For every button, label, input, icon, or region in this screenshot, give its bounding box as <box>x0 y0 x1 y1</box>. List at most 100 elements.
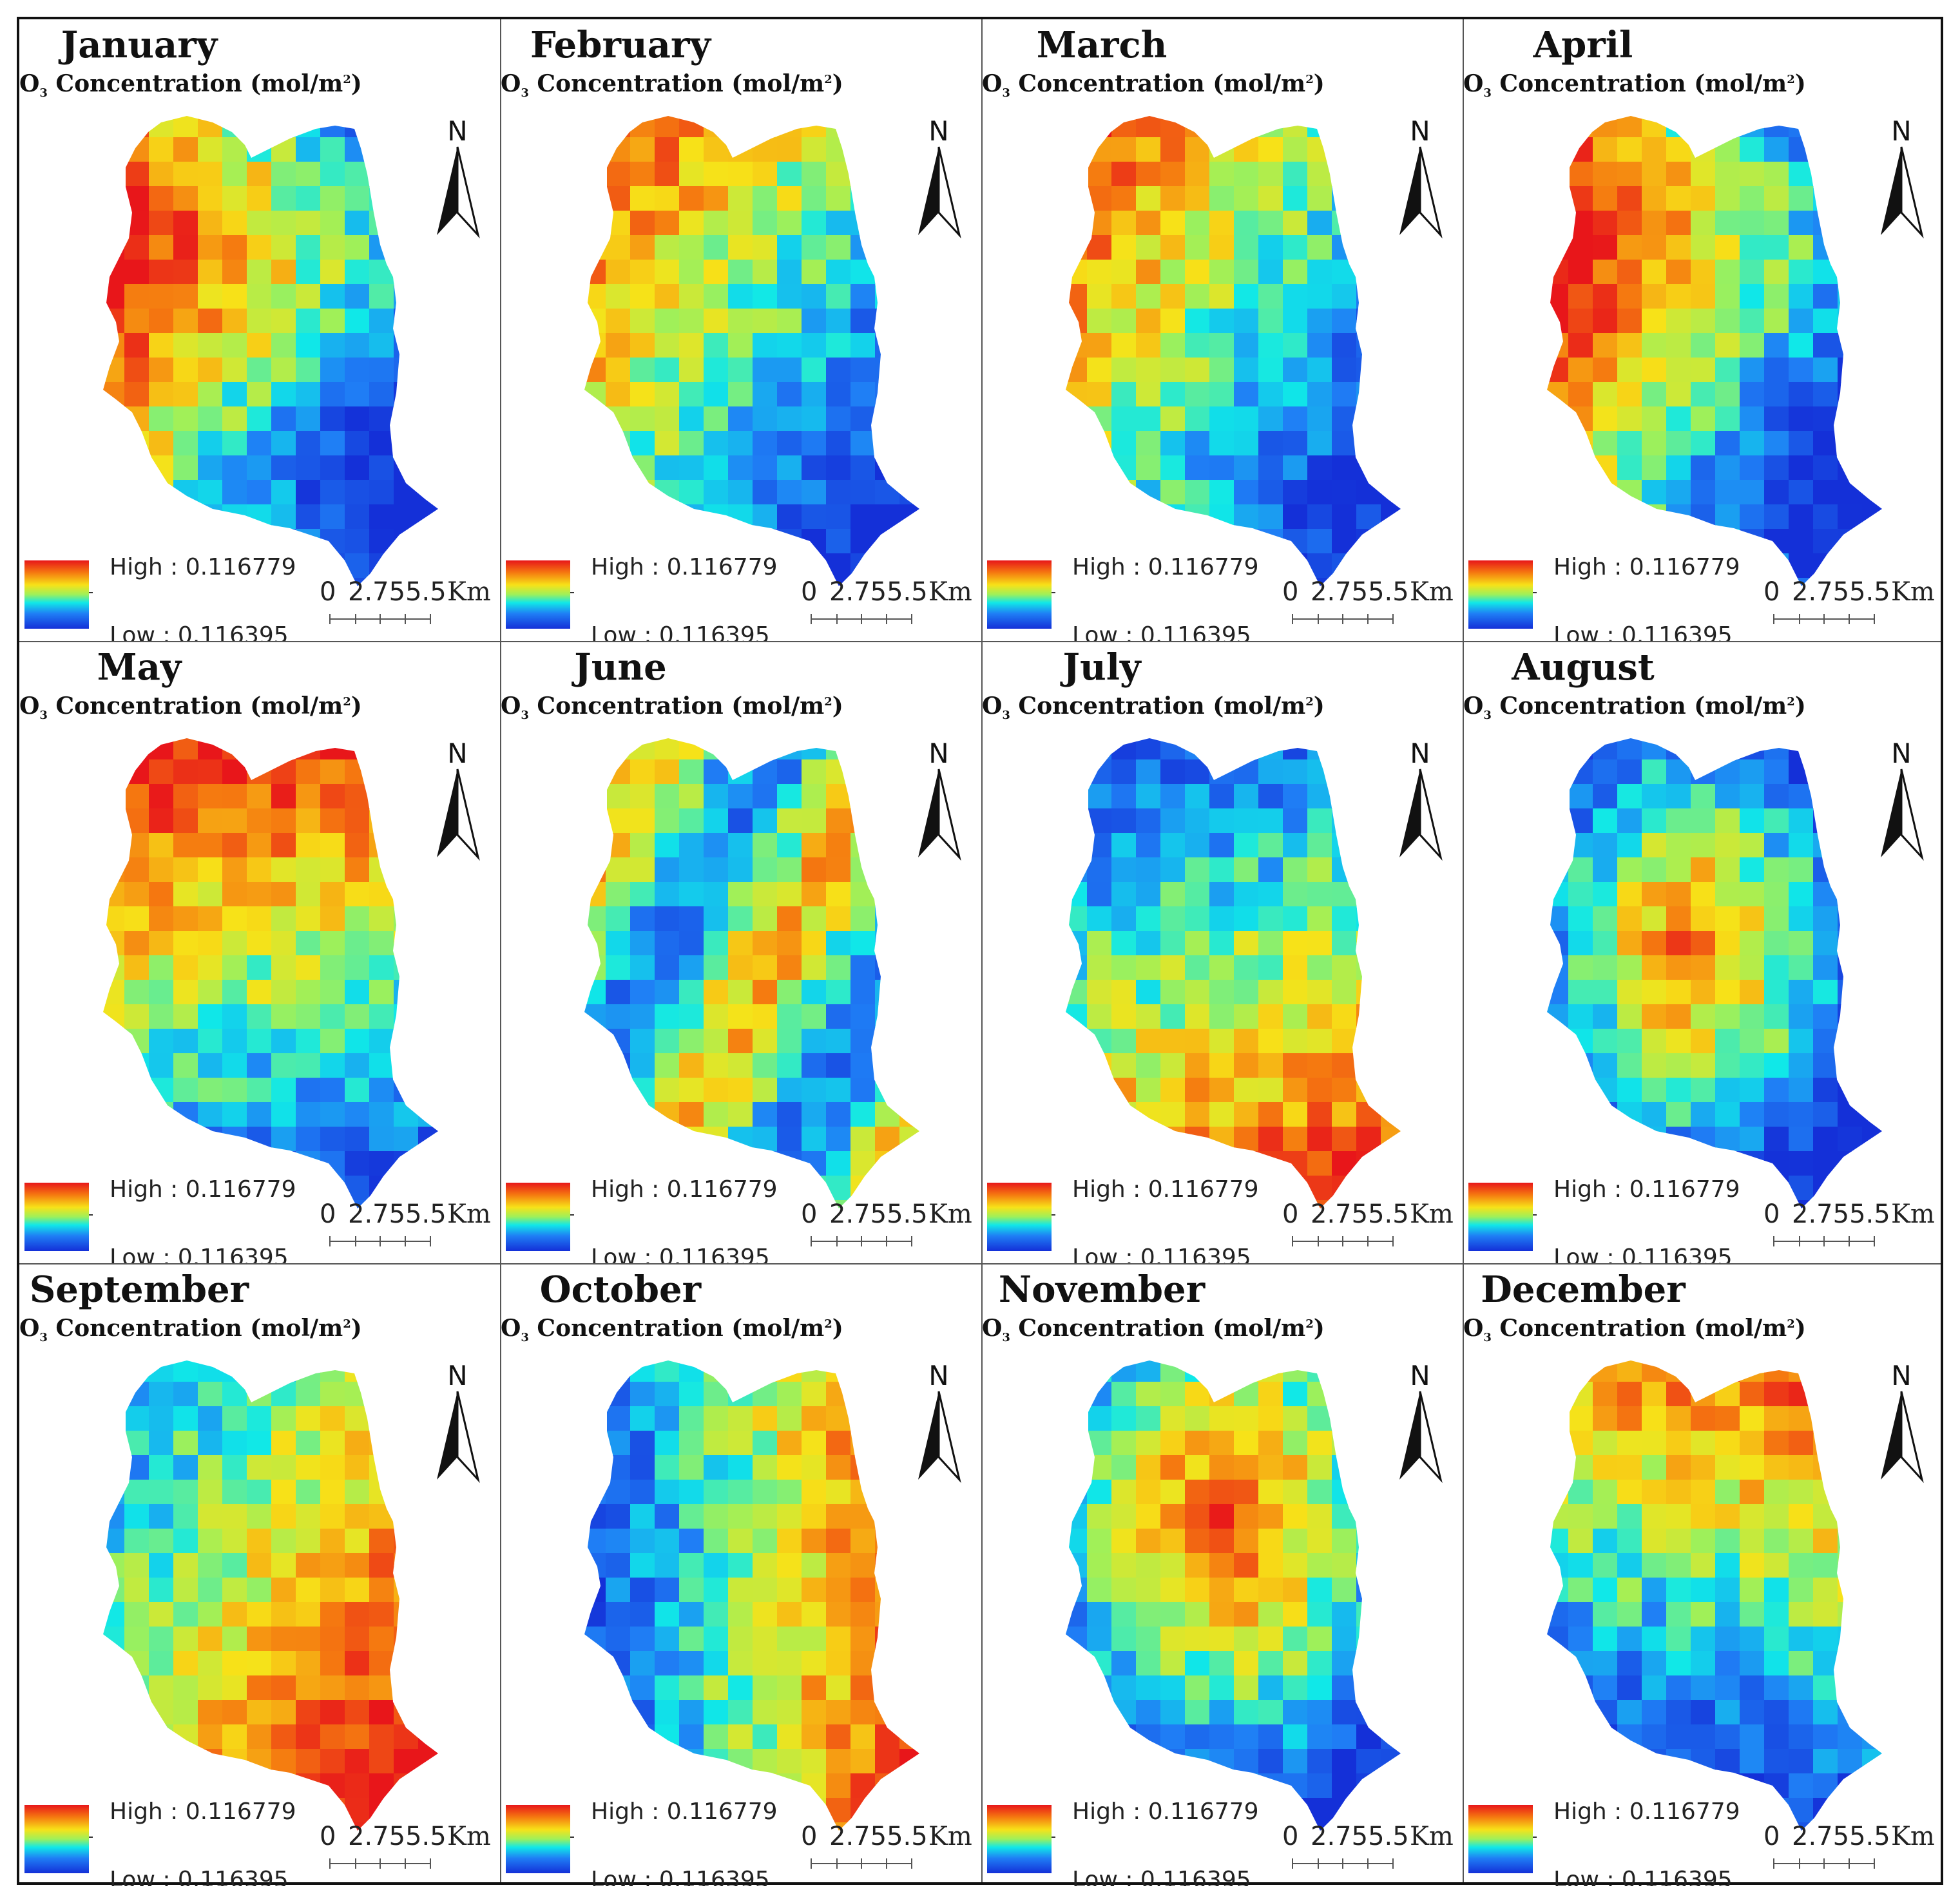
grid-cell <box>1666 1651 1691 1676</box>
grid-cell <box>124 1504 149 1529</box>
grid-cell <box>1740 1504 1765 1529</box>
grid-cell <box>1185 1200 1210 1208</box>
grid-cell <box>345 1675 370 1701</box>
grid-cell <box>1307 137 1332 162</box>
grid-cell <box>1111 906 1137 931</box>
grid-cell <box>1111 1749 1137 1774</box>
grid-cell <box>679 738 704 760</box>
grid-cell <box>1066 1700 1088 1725</box>
grid-cell <box>1185 504 1210 530</box>
subtitle-part: O <box>1463 692 1484 720</box>
grid-cell <box>777 980 802 1005</box>
grid-cell <box>1307 1529 1332 1554</box>
grid-cell <box>1568 833 1593 858</box>
grid-cell <box>369 186 394 211</box>
grid-cell <box>1381 1102 1401 1127</box>
grid-cell <box>655 1529 680 1554</box>
grid-cell <box>584 358 606 383</box>
grid-cell <box>899 1004 919 1029</box>
grid-cell <box>655 504 680 530</box>
grid-cell <box>1332 235 1357 260</box>
grid-cell <box>1617 504 1642 530</box>
grid-cell <box>173 931 198 956</box>
grid-cell <box>1234 1602 1259 1627</box>
grid-cell <box>198 1078 223 1103</box>
grid-cell <box>1666 955 1691 980</box>
grid-cell <box>1160 186 1186 211</box>
grid-cell <box>1209 1200 1235 1208</box>
grid-cell <box>320 833 345 858</box>
concentration-grid <box>1547 738 1882 1208</box>
grid-cell <box>247 284 272 309</box>
grid-cell <box>753 382 778 407</box>
grid-cell <box>753 759 778 785</box>
grid-cell <box>1087 906 1112 931</box>
grid-cell <box>345 116 370 138</box>
grid-cell <box>1307 1602 1332 1627</box>
grid-cell <box>345 1176 370 1201</box>
grid-cell <box>1666 980 1691 1005</box>
grid-cell <box>679 1724 704 1750</box>
grid-cell <box>1813 1176 1838 1201</box>
grid-cell <box>899 1102 919 1127</box>
scale-bar <box>1773 1858 1875 1869</box>
grid-cell <box>296 1151 321 1176</box>
north-arrow-icon <box>437 768 480 861</box>
grid-cell <box>1258 529 1283 554</box>
grid-cell <box>1838 455 1863 481</box>
grid-cell <box>320 1578 345 1603</box>
grid-cell <box>1838 137 1863 162</box>
grid-cell <box>875 358 900 383</box>
grid-cell <box>606 955 631 980</box>
grid-cell <box>1185 455 1210 481</box>
grid-cell <box>1740 808 1765 834</box>
grid-cell <box>1789 1151 1814 1176</box>
month-title: December <box>1481 1268 1686 1311</box>
grid-cell <box>1642 931 1667 956</box>
grid-cell <box>1547 1382 1569 1407</box>
grid-cell <box>1789 504 1814 530</box>
grid-cell <box>1740 529 1765 554</box>
grid-cell <box>679 1200 704 1208</box>
grid-cell <box>149 1749 174 1774</box>
grid-cell <box>1160 833 1186 858</box>
scale-values: 2.755.5 <box>1311 1822 1409 1851</box>
grid-cell <box>369 235 394 260</box>
grid-cell <box>1185 1151 1210 1176</box>
grid-cell <box>1066 955 1088 980</box>
grid-cell <box>1813 1053 1838 1078</box>
legend-color-ramp <box>1468 1183 1533 1251</box>
grid-cell <box>1258 1127 1283 1152</box>
grid-cell <box>1332 906 1357 931</box>
grid-cell <box>630 235 655 260</box>
grid-cell <box>1209 1078 1235 1103</box>
grid-cell <box>802 808 827 834</box>
grid-cell <box>198 1529 223 1554</box>
grid-cell <box>1136 1360 1161 1382</box>
grid-cell <box>149 480 174 505</box>
grid-cell <box>1593 162 1618 187</box>
grid-cell <box>198 1773 223 1799</box>
grid-cell <box>198 1455 223 1480</box>
grid-cell <box>320 955 345 980</box>
grid-cell <box>630 358 655 383</box>
grid-cell <box>124 1053 149 1078</box>
grid-cell <box>222 1529 247 1554</box>
grid-cell <box>1715 955 1740 980</box>
grid-cell <box>1307 1578 1332 1603</box>
ozone-map <box>584 738 919 1208</box>
grid-cell <box>103 382 125 407</box>
grid-cell <box>1568 211 1593 236</box>
grid-cell <box>1258 1029 1283 1054</box>
grid-cell <box>1617 1504 1642 1529</box>
grid-cell <box>1283 1553 1308 1578</box>
grid-cell <box>1838 1004 1863 1029</box>
grid-cell <box>1066 431 1088 456</box>
ozone-map <box>103 116 438 586</box>
grid-cell <box>1209 980 1235 1005</box>
grid-cell <box>1691 1078 1716 1103</box>
grid-cell <box>320 784 345 809</box>
grid-cell <box>655 1578 680 1603</box>
grid-cell <box>584 406 606 432</box>
grid-cell <box>394 833 419 858</box>
